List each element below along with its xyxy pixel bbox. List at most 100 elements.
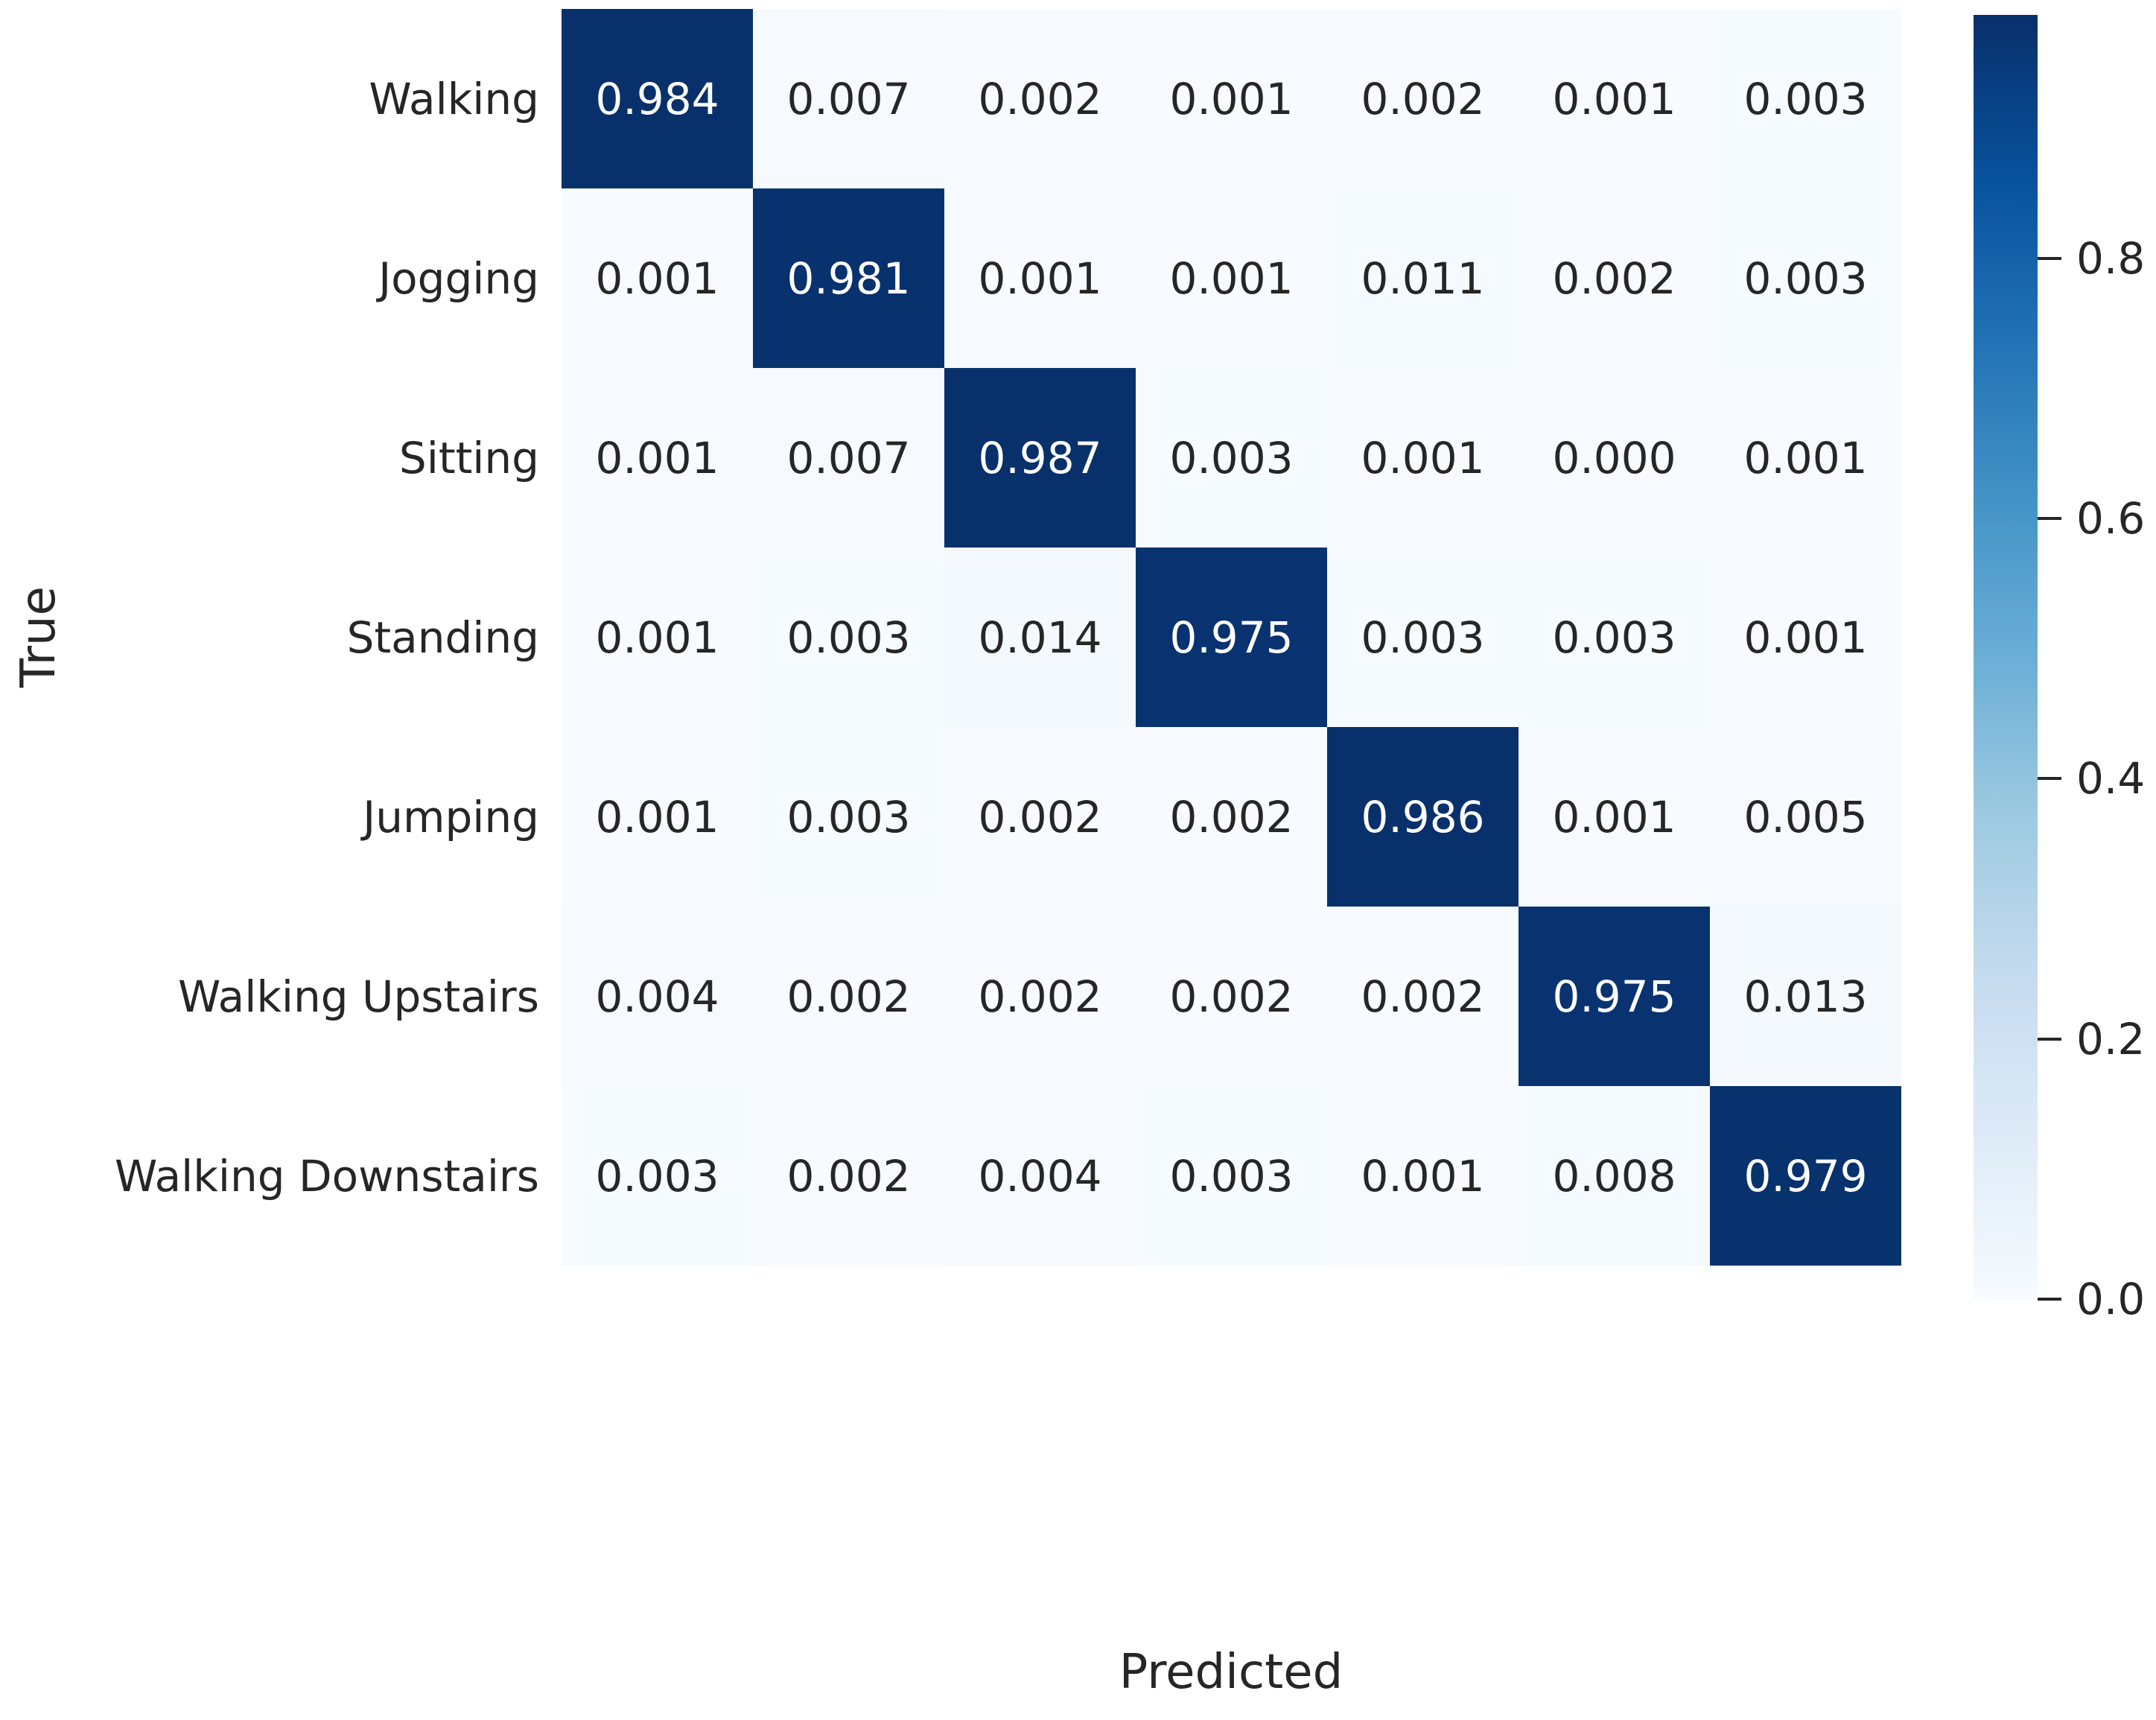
colorbar-tick-label: 0.8 (2076, 232, 2146, 284)
cell-value: 0.003 (786, 612, 911, 663)
heatmap-cell: 0.003 (1710, 9, 1901, 188)
heatmap-cell: 0.002 (753, 1086, 944, 1266)
row-label: Walking Upstairs (178, 971, 539, 1022)
row-label: Sitting (398, 432, 539, 483)
cell-value: 0.001 (1743, 612, 1868, 663)
cell-value: 0.003 (1169, 1150, 1294, 1202)
cell-value: 0.013 (1743, 971, 1868, 1022)
row-label: Jumping (363, 791, 539, 842)
row-label: Walking Downstairs (114, 1150, 539, 1202)
heatmap-cell: 0.003 (1327, 548, 1519, 727)
cell-value: 0.007 (786, 432, 911, 483)
cell-value: 0.975 (1552, 971, 1676, 1022)
cell-value: 0.003 (1552, 612, 1676, 663)
colorbar-tick-mark (2038, 777, 2061, 781)
cell-value: 0.002 (1552, 253, 1676, 304)
heatmap-cell: 0.975 (1136, 548, 1327, 727)
heatmap-cell: 0.979 (1710, 1086, 1901, 1266)
heatmap-cell: 0.008 (1519, 1086, 1710, 1266)
heatmap-cell: 0.005 (1710, 727, 1901, 907)
heatmap-cell: 0.014 (944, 548, 1136, 727)
heatmap-cell: 0.001 (1710, 368, 1901, 548)
cell-value: 0.001 (1743, 432, 1868, 483)
colorbar-tick-label: 0.4 (2076, 753, 2146, 805)
heatmap-cell: 0.000 (1519, 368, 1710, 548)
cell-value: 0.001 (595, 791, 719, 842)
heatmap-cell: 0.001 (562, 188, 753, 368)
cell-value: 0.001 (595, 612, 719, 663)
heatmap-cell: 0.013 (1710, 907, 1901, 1086)
heatmap-cell: 0.001 (944, 188, 1136, 368)
cell-value: 0.003 (1743, 253, 1868, 304)
cell-value: 0.004 (595, 971, 719, 1022)
colorbar-tick-mark (2038, 256, 2061, 260)
heatmap-cell: 0.003 (1136, 368, 1327, 548)
cell-value: 0.001 (978, 253, 1102, 304)
cell-value: 0.014 (978, 612, 1102, 663)
cell-value: 0.004 (978, 1150, 1102, 1202)
cell-value: 0.002 (1361, 971, 1485, 1022)
heatmap-cell: 0.002 (1136, 727, 1327, 907)
cell-value: 0.001 (1552, 73, 1676, 124)
heatmap-cell: 0.002 (1327, 907, 1519, 1086)
cell-value: 0.005 (1743, 791, 1868, 842)
heatmap-cell: 0.002 (944, 727, 1136, 907)
cell-value: 0.011 (1361, 253, 1485, 304)
cell-value: 0.002 (786, 1150, 911, 1202)
cell-value: 0.002 (1169, 971, 1294, 1022)
cell-value: 0.986 (1361, 791, 1485, 842)
heatmap-cell: 0.003 (753, 727, 944, 907)
cell-value: 0.002 (1361, 73, 1485, 124)
heatmap-cell: 0.981 (753, 188, 944, 368)
heatmap-cell: 0.011 (1327, 188, 1519, 368)
cell-value: 0.001 (1552, 791, 1676, 842)
cell-value: 0.008 (1552, 1150, 1676, 1202)
cell-value: 0.007 (786, 73, 911, 124)
heatmap-cell: 0.002 (753, 907, 944, 1086)
heatmap-cell: 0.003 (1136, 1086, 1327, 1266)
cell-value: 0.002 (978, 73, 1102, 124)
cell-value: 0.979 (1743, 1150, 1868, 1202)
colorbar-tick-mark (2038, 1037, 2061, 1041)
colorbar-tick-label: 0.0 (2076, 1274, 2146, 1324)
cell-value: 0.001 (1169, 73, 1294, 124)
heatmap-cell: 0.001 (1136, 188, 1327, 368)
colorbar-tick-mark (2038, 516, 2061, 520)
heatmap-cell: 0.001 (1519, 727, 1710, 907)
colorbar-tick-label: 0.2 (2076, 1013, 2146, 1064)
heatmap-cell: 0.984 (562, 9, 753, 188)
cell-value: 0.002 (978, 791, 1102, 842)
heatmap-cell: 0.002 (1327, 9, 1519, 188)
cell-value: 0.001 (1169, 253, 1294, 304)
cell-value: 0.003 (595, 1150, 719, 1202)
cell-value: 0.001 (1361, 432, 1485, 483)
heatmap-cell: 0.004 (562, 907, 753, 1086)
heatmap-cell: 0.001 (562, 727, 753, 907)
cell-value: 0.003 (786, 791, 911, 842)
heatmap-cell: 0.001 (1136, 9, 1327, 188)
heatmap-cell: 0.001 (1519, 9, 1710, 188)
heatmap-cell: 0.001 (1327, 1086, 1519, 1266)
heatmap-cell: 0.001 (1710, 548, 1901, 727)
cell-value: 0.001 (595, 432, 719, 483)
cell-value: 0.002 (1169, 791, 1294, 842)
heatmap-cell: 0.001 (562, 368, 753, 548)
cell-value: 0.984 (595, 73, 719, 124)
heatmap-cell: 0.986 (1327, 727, 1519, 907)
x-axis-title: Predicted (1119, 1645, 1343, 1700)
heatmap-cell: 0.001 (562, 548, 753, 727)
heatmap-cell: 0.003 (562, 1086, 753, 1266)
heatmap-cell: 0.001 (1327, 368, 1519, 548)
row-label: Walking (369, 73, 539, 124)
cell-value: 0.003 (1743, 73, 1868, 124)
heatmap-cell: 0.002 (944, 9, 1136, 188)
cell-value: 0.987 (978, 432, 1102, 483)
heatmap-cell: 0.003 (1519, 548, 1710, 727)
heatmap-cell: 0.003 (1710, 188, 1901, 368)
heatmap-cell: 0.002 (944, 907, 1136, 1086)
cell-value: 0.002 (786, 971, 911, 1022)
cell-value: 0.000 (1552, 432, 1676, 483)
row-label: Standing (346, 612, 539, 663)
cell-value: 0.003 (1169, 432, 1294, 483)
row-label: Jogging (378, 253, 539, 304)
